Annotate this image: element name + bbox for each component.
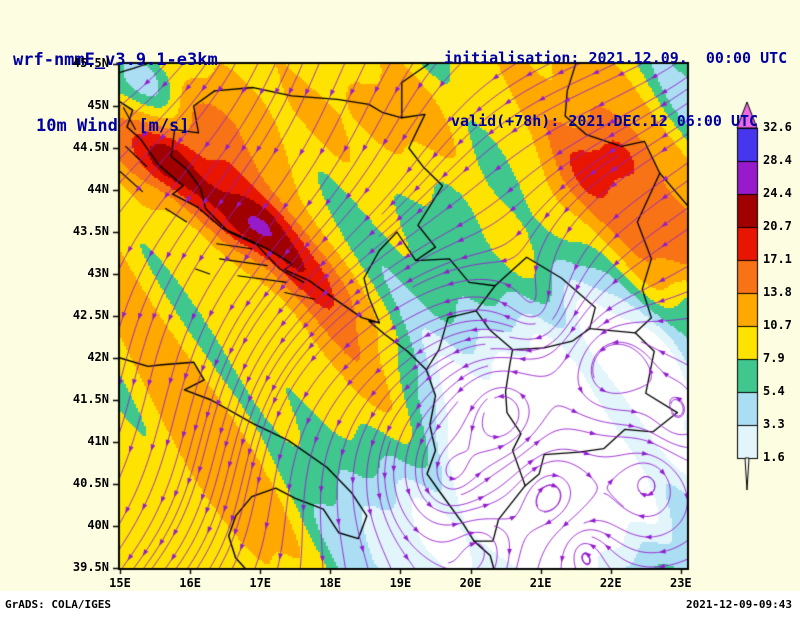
initialisation-time: initialisation: 2021.12.09. 00:00 UTC: [444, 49, 788, 67]
plot-title-block: wrf-nmmE_v3.9.1-e3km 10m Wind [m/s]: [13, 5, 218, 159]
model-name: wrf-nmmE_v3.9.1-e3km: [13, 50, 218, 70]
valid-time: valid(+78h): 2021.DEC.12 06:00 UTC: [451, 112, 759, 130]
field-name: 10m Wind [m/s]: [36, 116, 190, 136]
grads-credit: GrADS: COLA/IGES: [5, 598, 111, 611]
generation-timestamp: 2021-12-09-09:43: [686, 598, 792, 611]
time-info-block: initialisation: 2021.12.09. 00:00 UTC va…: [444, 6, 787, 153]
footer-bar: GrADS: COLA/IGES 2021-12-09-09:43: [0, 591, 800, 618]
